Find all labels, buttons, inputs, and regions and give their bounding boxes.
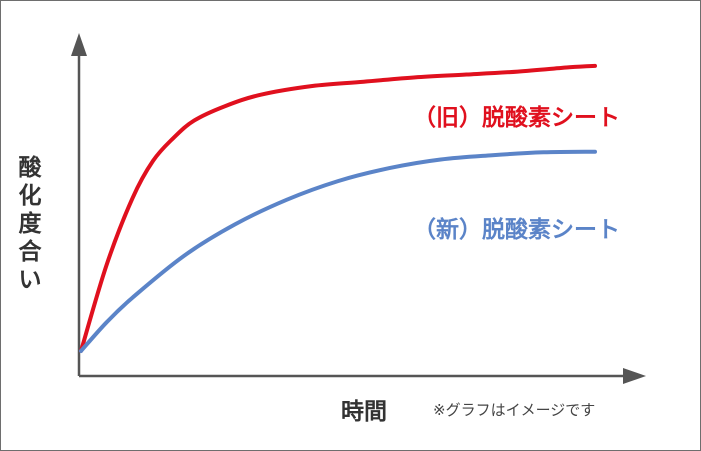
series-layer (79, 63, 597, 353)
series-label-old-sheet: （旧）脱酸素シート (413, 104, 620, 131)
y-axis-title: 酸化度合い (19, 155, 43, 293)
x-axis-title: 時間 (341, 399, 387, 425)
x-axis-arrow-icon (623, 368, 646, 384)
series-line-old-sheet (79, 63, 597, 353)
labels: 酸化度合い 時間 ※グラフはイメージです （旧）脱酸素シート （新）脱酸素シート (19, 104, 621, 425)
series-line-new-sheet (79, 149, 597, 353)
series-label-new-sheet: （新）脱酸素シート (413, 216, 620, 243)
y-axis-arrow-icon (71, 33, 87, 56)
image-note: ※グラフはイメージです (433, 401, 595, 419)
axes (71, 33, 646, 384)
